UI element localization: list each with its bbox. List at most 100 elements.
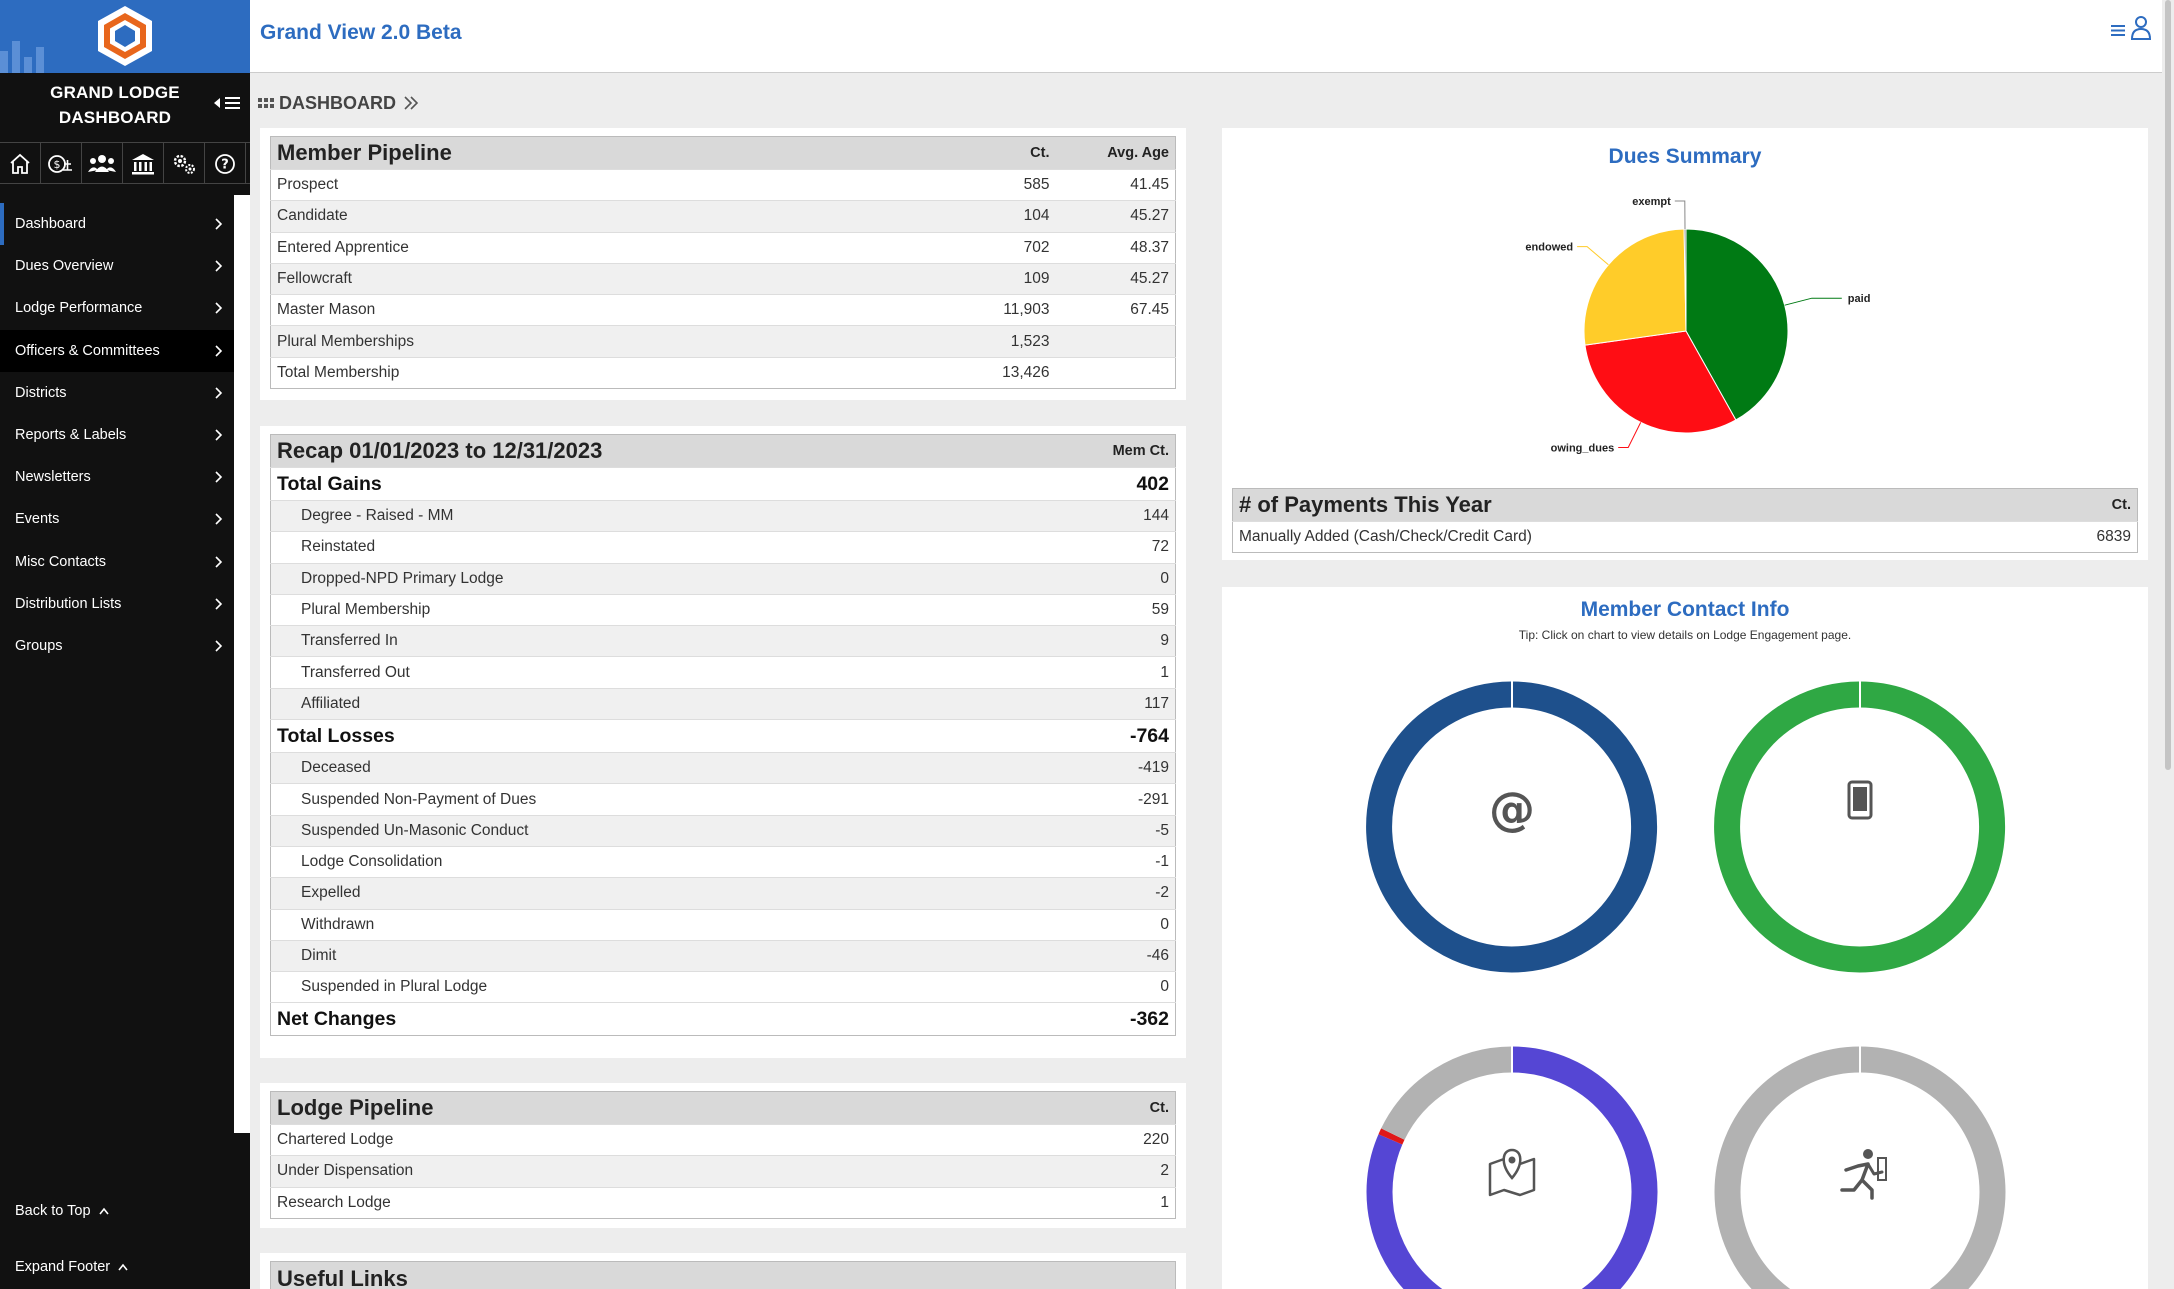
total-losses-row: Total Losses -764 [270,719,1176,753]
total-losses-row-value: -764 [1055,719,1176,753]
svg-text:?: ? [221,157,229,172]
pie-slice-owing-dues[interactable] [1584,330,1737,434]
row-label: Entered Apprentice [270,231,946,264]
row-label: Affiliated [270,687,1056,720]
row-count: 11,903 [945,294,1056,326]
table-row: Transferred In 9 [270,625,1176,657]
contact-donut-4[interactable] [1714,1046,2006,1289]
donut-segment[interactable] [1381,1046,1513,1141]
pie-label: exempt [1632,196,1671,208]
member-pipeline-title: Member Pipeline [270,136,946,170]
row-count: 104 [945,200,1056,233]
sidebar-item-groups[interactable]: Groups [0,625,234,667]
pie-slice-paid[interactable] [1685,228,1789,421]
table-row: Chartered Lodge 220 [270,1123,1176,1156]
table-row: Withdrawn 0 [270,908,1176,941]
collapse-sidebar-icon[interactable] [213,93,243,113]
row-value: 0 [1055,908,1176,941]
row-value: -291 [1055,783,1176,816]
row-avg-age [1055,325,1176,358]
recap-title: Recap 01/01/2023 to 12/31/2023 [270,434,1056,468]
table-row: Suspended Un-Masonic Conduct -5 [270,814,1176,847]
contact-donuts-svg[interactable]: @ [1222,587,2148,1289]
sidebar-item-dues-overview[interactable]: Dues Overview [0,245,234,287]
help-icon[interactable]: ? [205,143,246,184]
donut-segment[interactable] [1714,681,2006,973]
row-label: Chartered Lodge [270,1123,1056,1156]
contact-donut-2[interactable] [1714,681,2006,973]
row-value: -46 [1055,939,1176,972]
sidebar-item-dashboard[interactable]: Dashboard [0,203,234,246]
row-avg-age: 45.27 [1055,262,1176,295]
member-contact-title: Member Contact Info [1580,598,1790,621]
member-pipeline-table: Member Pipeline Ct. Avg. Age Prospect 585… [270,136,1176,390]
contact-donut-3[interactable] [1366,1046,1658,1289]
row-label: Total Membership [270,356,946,389]
row-value: 6839 [2057,520,2138,553]
sidebar-item-reports-labels[interactable]: Reports & Labels [0,414,234,456]
row-label: Fellowcraft [270,262,946,295]
row-value: 220 [1055,1123,1176,1156]
pie-label: paid [1848,293,1871,305]
table-row: Degree - Raised - MM 144 [270,499,1176,532]
chevron-right-icon [215,555,223,568]
payments-title: # of Payments This Year [1232,488,2058,522]
row-value: 144 [1055,499,1176,532]
sidebar-item-events[interactable]: Events [0,498,234,540]
table-row: Deceased -419 [270,752,1176,784]
donut-segment[interactable] [1366,1046,1658,1289]
sidebar-item-districts[interactable]: Districts [0,372,234,414]
sidebar-title: GRAND LODGE DASHBOARD [0,80,230,130]
row-value: 2 [1055,1155,1176,1188]
row-avg-age [1055,356,1176,389]
home-icon[interactable] [0,143,41,184]
row-label: Deceased [270,752,1056,784]
donut-segment[interactable] [1714,1046,2006,1289]
row-value: 72 [1055,531,1176,564]
donut-segment[interactable] [1366,681,1658,973]
sidebar-item-lodge-performance[interactable]: Lodge Performance [0,287,234,329]
sidebar-item-officers-committees[interactable]: Officers & Committees [0,329,234,372]
donut-segment[interactable] [1378,1128,1405,1145]
row-label: Expelled [270,877,1056,910]
expand-footer-link[interactable]: Expand Footer [15,1259,128,1275]
useful-links-title: Useful Links [270,1261,1176,1289]
members-icon[interactable] [82,143,123,184]
page-scrollbar[interactable] [2162,0,2174,1289]
breadcrumb-label[interactable]: DASHBOARD [279,92,396,113]
row-value: 9 [1055,625,1176,657]
app-title[interactable]: Grand View 2.0 Beta [260,21,462,44]
table-row: Suspended in Plural Lodge 0 [270,971,1176,1003]
sidebar-item-misc-contacts[interactable]: Misc Contacts [0,541,234,583]
pie-slice-exempt[interactable] [1683,228,1687,332]
table-row: Total Membership 13,426 [270,356,1176,389]
logo-icon[interactable] [95,4,155,68]
user-icon[interactable] [2130,15,2152,41]
chevron-right-icon [215,598,223,610]
sidebar-title-line1: GRAND LODGE [50,83,180,102]
settings-icon[interactable] [164,143,205,184]
sidebar-item-label: Groups [15,637,63,654]
lodge-building-icon[interactable] [123,143,164,184]
menu-icon[interactable] [2110,22,2126,38]
row-label: Plural Memberships [270,325,946,358]
sidebar-item-newsletters[interactable]: Newsletters [0,456,234,498]
table-row: Plural Membership 59 [270,593,1176,626]
expand-footer-label: Expand Footer [15,1259,111,1275]
row-label: Plural Membership [270,593,1056,626]
scale-dollar-icon[interactable]: $ [41,143,82,184]
row-label: Suspended Un-Masonic Conduct [270,814,1056,847]
scrollbar-thumb[interactable] [2165,0,2171,770]
row-value: -5 [1055,814,1176,847]
back-to-top-link[interactable]: Back to Top [15,1203,109,1219]
row-label: Transferred In [270,625,1056,657]
pie-slice-endowed[interactable] [1583,228,1687,346]
dues-pie-chart[interactable]: paid owing_dues endowed exempt [1222,168,2148,598]
chevron-right-icon [215,344,223,357]
member-contact-tip: Tip: Click on chart to view details on L… [1518,628,1852,642]
contact-donut-1[interactable]: @ [1366,681,1658,973]
sidebar-item-distribution-lists[interactable]: Distribution Lists [0,583,234,625]
pie-label-line [1674,200,1686,230]
sidebar-item-label: Distribution Lists [15,595,122,612]
dues-pie-svg[interactable]: paid owing_dues endowed exempt [1222,168,2148,598]
